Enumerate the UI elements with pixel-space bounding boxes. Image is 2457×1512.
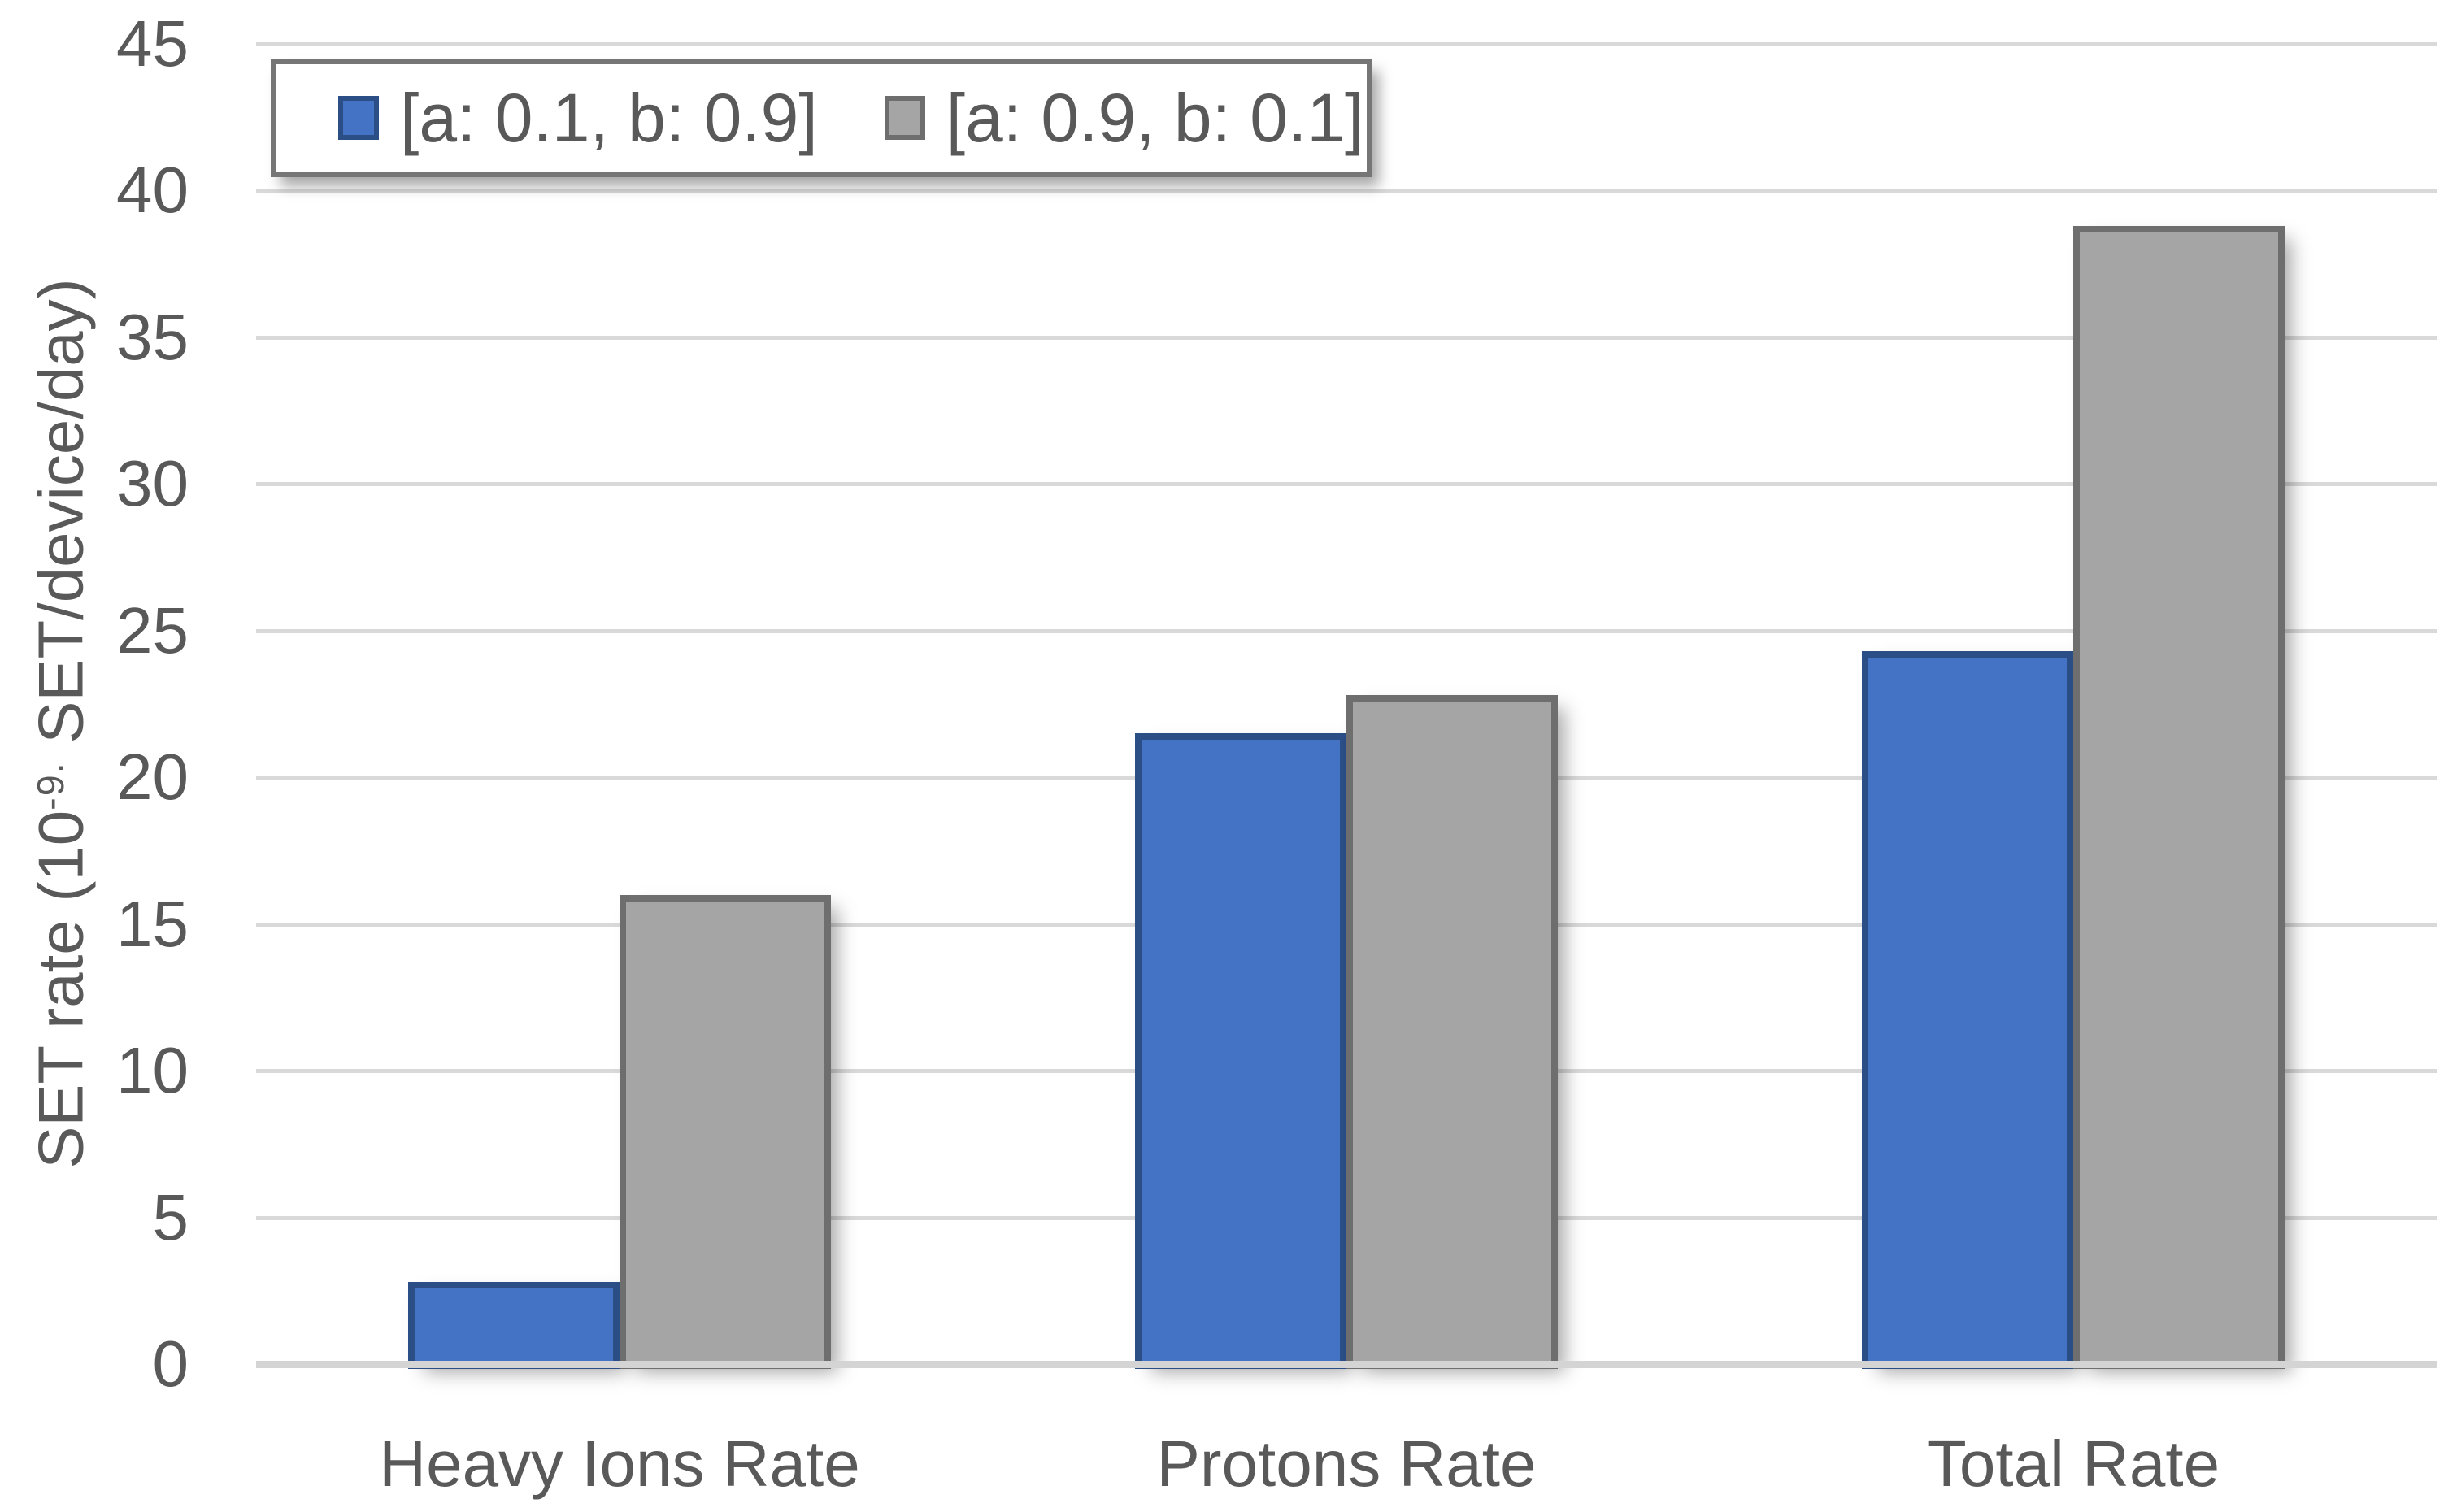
legend-label-series-1: [a: 0.1, b: 0.9] — [400, 80, 818, 156]
legend-swatch-series-2 — [884, 96, 925, 140]
y-tick-label-40: 40 — [116, 154, 189, 227]
y-tick-label-15: 15 — [116, 887, 189, 960]
legend: [a: 0.1, b: 0.9] [a: 0.9, b: 0.1] — [271, 59, 1372, 177]
legend-item-1: [a: 0.1, b: 0.9] — [338, 77, 818, 159]
y-tick-label-0: 0 — [152, 1327, 189, 1400]
gridline-30 — [256, 482, 2437, 487]
y-tick-label-45: 45 — [116, 7, 189, 80]
bar-protons-rate-series-2 — [1346, 695, 1558, 1369]
y-tick-label-25: 25 — [116, 593, 189, 667]
bar-heavy-ions-rate-series-2 — [620, 894, 831, 1369]
bar-total-rate-series-1 — [1862, 651, 2073, 1369]
legend-item-2: [a: 0.9, b: 0.1] — [884, 77, 1364, 159]
gridline-40 — [256, 189, 2437, 193]
legend-label-series-2: [a: 0.9, b: 0.1] — [946, 80, 1364, 156]
bar-heavy-ions-rate-series-1 — [408, 1281, 620, 1369]
gridline-25 — [256, 628, 2437, 633]
y-tick-label-10: 10 — [116, 1034, 189, 1107]
gridline-35 — [256, 335, 2437, 340]
x-category-label-heavy-ions-rate: Heavy Ions Rate — [379, 1427, 860, 1500]
y-tick-label-30: 30 — [116, 447, 189, 520]
y-tick-label-35: 35 — [116, 300, 189, 373]
x-category-label-total-rate: Total Rate — [1926, 1427, 2220, 1500]
bar-protons-rate-series-1 — [1135, 733, 1346, 1369]
y-tick-label-20: 20 — [116, 741, 189, 814]
x-axis-line — [256, 1361, 2437, 1368]
gridline-45 — [256, 42, 2437, 46]
legend-swatch-series-1 — [338, 96, 379, 140]
x-category-label-protons-rate: Protons Rate — [1156, 1427, 1537, 1500]
y-tick-label-5: 5 — [152, 1180, 189, 1253]
y-axis-title-prefix: SET rate (10 — [24, 810, 97, 1169]
bar-total-rate-series-2 — [2073, 225, 2285, 1369]
